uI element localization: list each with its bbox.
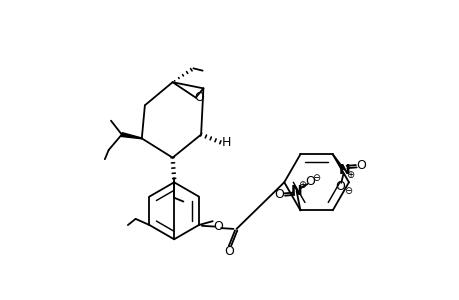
Text: O: O bbox=[213, 220, 223, 233]
Text: N: N bbox=[338, 163, 349, 177]
Text: ⊕: ⊕ bbox=[297, 180, 305, 190]
Text: O: O bbox=[224, 245, 233, 259]
Text: ⊖: ⊖ bbox=[343, 186, 352, 196]
Text: O: O bbox=[356, 159, 365, 172]
Text: ⊕: ⊕ bbox=[346, 170, 354, 180]
Text: O: O bbox=[335, 180, 345, 193]
Polygon shape bbox=[121, 133, 141, 139]
Text: O: O bbox=[305, 175, 315, 188]
Text: O: O bbox=[194, 91, 204, 104]
Text: ⊖: ⊖ bbox=[312, 173, 320, 183]
Text: H: H bbox=[221, 136, 231, 149]
Text: O: O bbox=[274, 188, 284, 201]
Text: N: N bbox=[290, 184, 302, 198]
